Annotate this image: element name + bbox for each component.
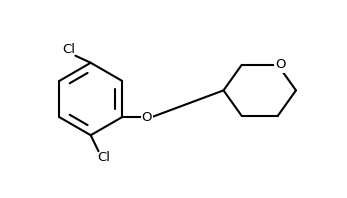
- Text: Cl: Cl: [97, 150, 110, 164]
- Text: O: O: [142, 111, 152, 124]
- Text: Cl: Cl: [62, 43, 75, 56]
- Text: O: O: [276, 58, 286, 71]
